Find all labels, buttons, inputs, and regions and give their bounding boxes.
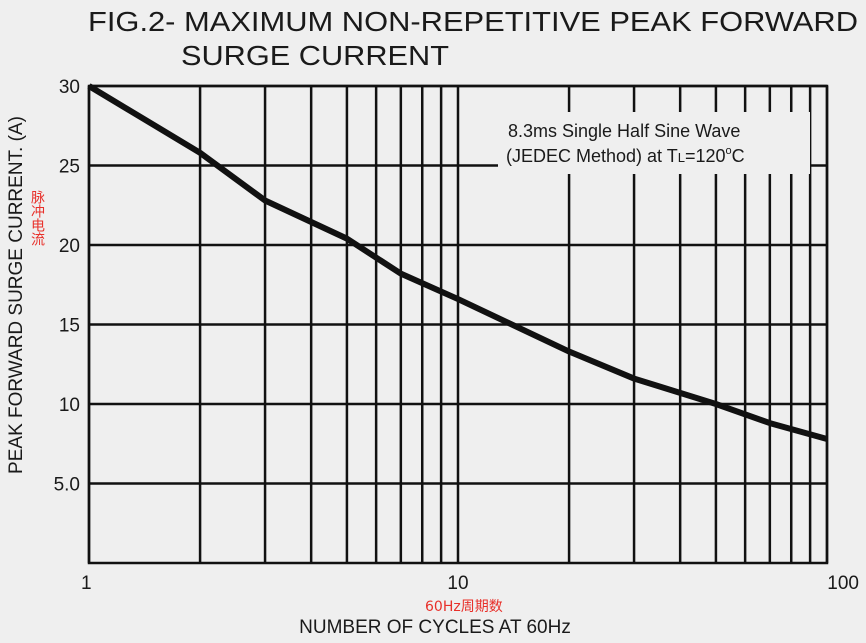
annotation-part: (JEDEC Method) at T (506, 146, 678, 166)
y-tick-label: 10 (59, 395, 80, 416)
chart-title: FIG.2- MAXIMUM NON-REPETITIVE PEAK FORWA… (88, 6, 858, 37)
x-tick-label: 100 (827, 573, 859, 594)
annotation-part: C (732, 146, 745, 166)
y-tick-label: 30 (59, 77, 80, 98)
line (87, 83, 828, 442)
y-note: 脉冲电流 (29, 190, 45, 246)
annotation: (JEDEC Method) at TL=120oC (506, 145, 745, 166)
y-tick-label: 25 (59, 157, 80, 178)
x-note: 60Hz周期数 (425, 599, 503, 615)
annotation-box (498, 112, 810, 174)
annotation-part: =120 (685, 146, 726, 166)
y-tick-label: 5.0 (54, 475, 80, 496)
annotation-part: L (678, 150, 685, 165)
annotation-part: o (726, 145, 732, 157)
y-tick-label: 15 (59, 316, 80, 337)
x-axis-label: NUMBER OF CYCLES AT 60Hz (299, 617, 571, 638)
y-axis-label: PEAK FORWARD SURGE CURRENT. (A) (6, 116, 27, 474)
annotation: 8.3ms Single Half Sine Wave (508, 121, 740, 141)
chart-title: SURGE CURRENT (181, 40, 449, 71)
x-tick-label: 10 (447, 573, 468, 594)
x-tick-label: 1 (81, 573, 92, 594)
plot-frame (87, 84, 829, 565)
y-tick-label: 20 (59, 236, 80, 257)
